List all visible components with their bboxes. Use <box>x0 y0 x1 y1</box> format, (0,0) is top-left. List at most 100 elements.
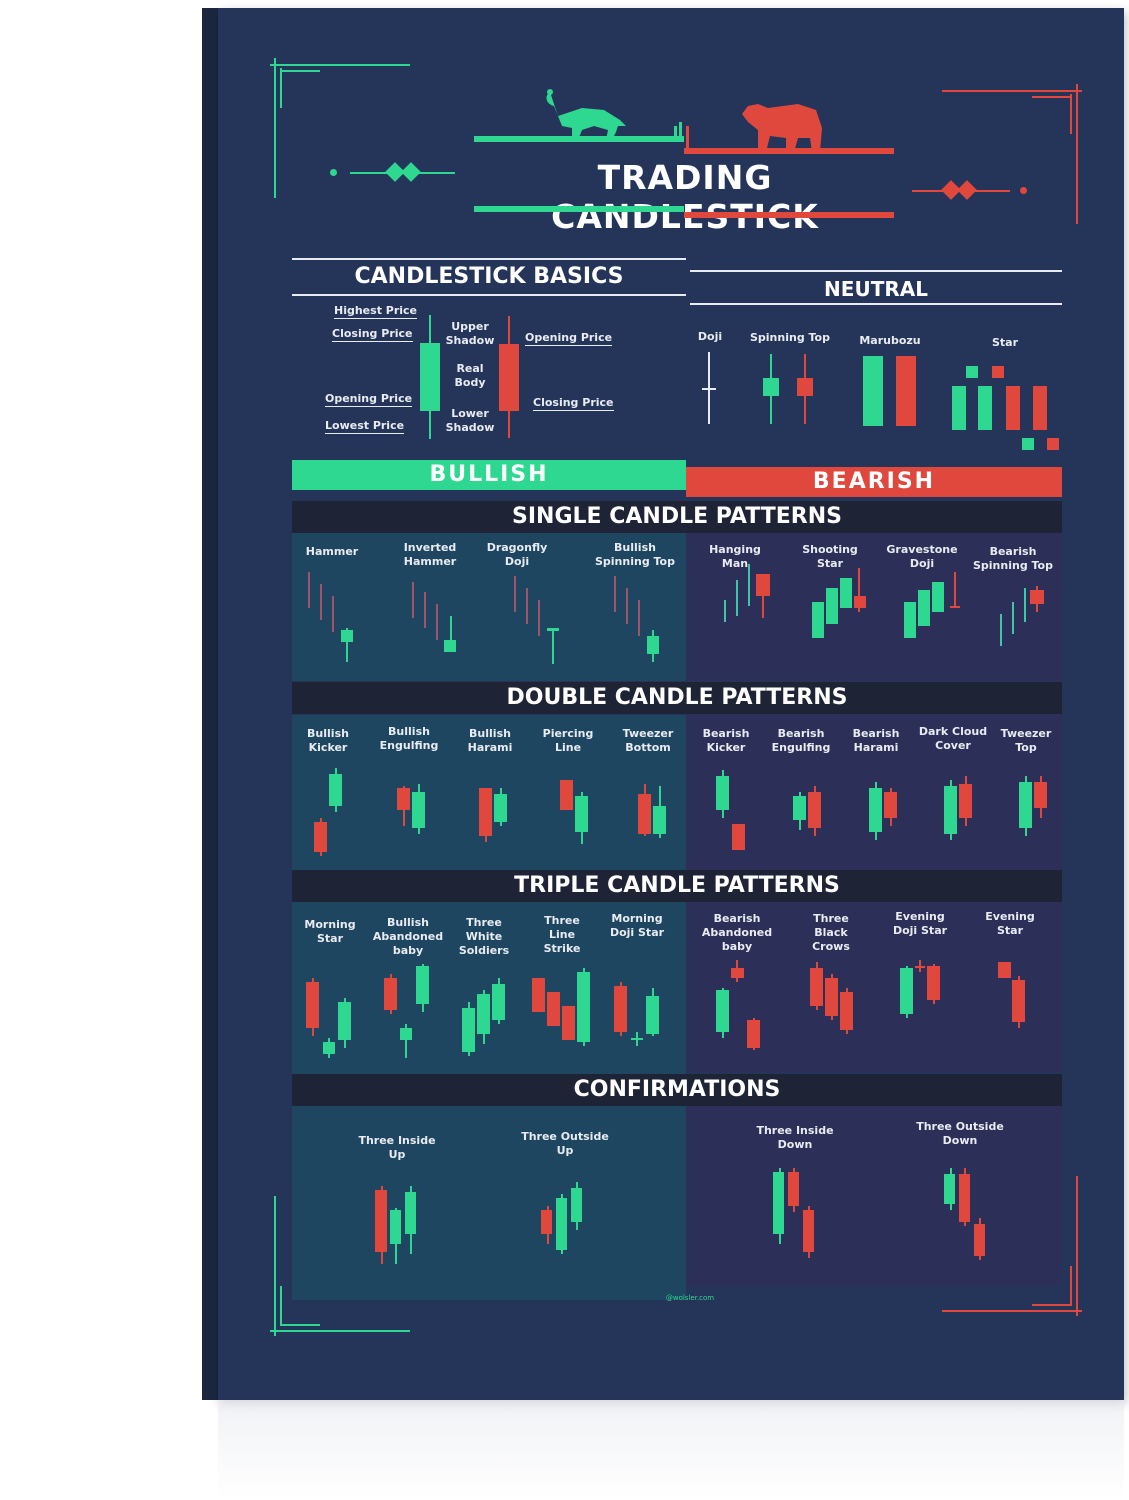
label-bullish-spinning-top: Bullish Spinning Top <box>594 541 675 568</box>
label-upper-shadow: Upper Shadow <box>445 320 495 347</box>
bear-icon <box>742 104 822 152</box>
bullish-band: BULLISH <box>292 460 686 490</box>
single-bearish-panel <box>686 533 1062 681</box>
evening-doji-star-candles <box>900 960 950 1020</box>
corner-ornament-top-right <box>942 84 1082 224</box>
poster-reflection <box>218 1400 1124 1500</box>
hanging-man-candles <box>720 564 780 664</box>
label-piercing-line: Piercing Line <box>542 727 594 754</box>
gravestone-doji-candles <box>904 572 964 668</box>
label-three-line-strike: Three Line Strike <box>543 914 581 955</box>
label-gravestone-doji: Gravestone Doji <box>886 543 958 570</box>
marubozu-red <box>896 356 916 426</box>
label-closing-price-left: Closing Price <box>332 327 413 342</box>
hammer-candles <box>306 572 366 662</box>
neutral-heading: NEUTRAL <box>824 277 928 301</box>
label-highest-price: Highest Price <box>334 304 418 319</box>
bearish-engulfing-candles <box>793 786 833 848</box>
triple-heading: TRIPLE CANDLE PATTERNS <box>292 870 1062 902</box>
label-three-black-crows: Three Black Crows <box>812 912 850 953</box>
label-tweezer-top: Tweezer Top <box>1000 727 1052 754</box>
title-ornament-left <box>330 162 455 183</box>
morning-doji-star-candles <box>614 982 664 1052</box>
neutral-label-spinning-top: Spinning Top <box>749 331 830 344</box>
label-three-inside-down: Three Inside Down <box>756 1124 834 1151</box>
shooting-star-candles <box>812 568 872 668</box>
label-dark-cloud-cover: Dark Cloud Cover <box>918 725 988 752</box>
label-shooting-star: Shooting Star <box>802 543 858 570</box>
marubozu-green <box>863 356 883 426</box>
label-bearish-kicker: Bearish Kicker <box>702 727 750 754</box>
label-three-white-soldiers: Three White Soldiers <box>458 916 510 957</box>
label-opening-price-left: Opening Price <box>325 392 413 407</box>
bullish-kicker-candles <box>314 768 354 860</box>
label-inverted-hammer: Inverted Hammer <box>403 541 457 568</box>
canvas-side-edge <box>202 8 220 1400</box>
neutral-label-doji: Doji <box>697 330 723 343</box>
three-white-soldiers-candles <box>462 978 512 1060</box>
poster-title: TRADING CANDLESTICK <box>551 158 818 236</box>
morning-star-candles <box>306 978 356 1062</box>
title-block: TRADING CANDLESTICK <box>470 78 900 236</box>
label-bearish-spinning-top: Bearish Spinning Top <box>972 545 1053 572</box>
three-line-strike-candles <box>532 968 596 1048</box>
inverted-hammer-candles <box>410 582 470 662</box>
piercing-line-candles <box>560 780 600 850</box>
three-inside-up-candles <box>375 1186 425 1270</box>
label-bullish-kicker: Bullish Kicker <box>307 727 349 754</box>
bearish-kicker-candles <box>716 770 756 850</box>
bullish-abandoned-baby-candles <box>384 964 434 1060</box>
label-evening-doji-star: Evening Doji Star <box>892 910 948 937</box>
label-morning-doji-star: Morning Doji Star <box>609 912 665 939</box>
evening-star-candles <box>998 960 1038 1030</box>
label-opening-price-right: Opening Price <box>525 331 613 346</box>
bearish-band: BEARISH <box>686 467 1062 497</box>
three-black-crows-candles <box>810 962 860 1036</box>
bull-icon <box>546 89 626 140</box>
label-morning-star: Morning Star <box>304 918 356 945</box>
label-real-body: Real Body <box>454 362 486 389</box>
three-inside-down-candles <box>773 1168 823 1258</box>
single-bullish-panel <box>292 533 686 681</box>
dark-cloud-cover-candles <box>944 776 984 846</box>
label-lowest-price: Lowest Price <box>325 419 405 434</box>
basics-heading: CANDLESTICK BASICS <box>354 264 624 289</box>
dragonfly-doji-candles <box>512 576 572 666</box>
bullish-harami-candles <box>479 788 519 848</box>
label-dragonfly-doji: Dragonfly Doji <box>486 541 548 568</box>
three-outside-up-candles <box>541 1182 591 1258</box>
label-tweezer-bottom: Tweezer Bottom <box>622 727 674 754</box>
label-bullish-engulfing: Bullish Engulfing <box>379 725 439 752</box>
neutral-label-marubozu: Marubozu <box>859 334 921 347</box>
label-closing-price-right: Closing Price <box>533 396 614 411</box>
label-bearish-abandoned-baby: Bearish Abandoned baby <box>701 912 773 953</box>
label-three-inside-up: Three Inside Up <box>358 1134 436 1161</box>
tweezer-bottom-candles <box>638 784 678 854</box>
confirmations-heading: CONFIRMATIONS <box>292 1074 1062 1106</box>
label-three-outside-down: Three Outside Down <box>916 1120 1004 1147</box>
label-bullish-abandoned-baby: Bullish Abandoned baby <box>372 916 444 957</box>
single-heading: SINGLE CANDLE PATTERNS <box>292 501 1062 533</box>
label-bullish-harami: Bullish Harami <box>467 727 513 754</box>
three-outside-down-candles <box>944 1168 994 1264</box>
bearish-harami-candles <box>869 782 909 842</box>
label-lower-shadow: Lower Shadow <box>445 407 495 434</box>
neutral-label-star: Star <box>991 336 1019 349</box>
double-heading: DOUBLE CANDLE PATTERNS <box>292 682 1062 714</box>
label-bearish-engulfing: Bearish Engulfing <box>771 727 831 754</box>
bearish-spinning-top-candles <box>998 586 1058 676</box>
confirmations-bullish-panel <box>292 1106 686 1300</box>
title-ornament-right <box>912 180 1032 201</box>
bullish-spinning-top-candles <box>612 576 672 666</box>
confirmations-bearish-panel <box>686 1106 1062 1286</box>
tweezer-top-candles <box>1019 776 1059 846</box>
label-bearish-harami: Bearish Harami <box>852 727 900 754</box>
bullish-engulfing-candles <box>397 784 437 846</box>
bearish-abandoned-baby-candles <box>716 960 766 1052</box>
corner-ornament-bottom-right <box>942 1176 1082 1316</box>
star-pattern <box>950 362 1059 457</box>
corner-ornament-top-left <box>270 58 410 198</box>
footer-credit: @wolsler.com <box>665 1294 715 1302</box>
label-three-outside-up: Three Outside Up <box>521 1130 609 1157</box>
label-hammer: Hammer <box>305 545 359 558</box>
